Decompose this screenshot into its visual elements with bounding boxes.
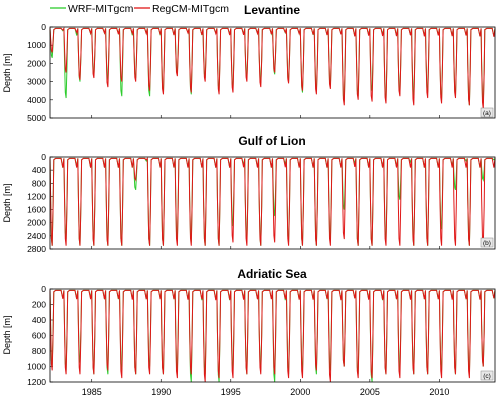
y-tick-label: 1000 bbox=[27, 362, 46, 372]
x-tick-label: 1995 bbox=[221, 387, 241, 397]
series-line-regcm bbox=[49, 26, 496, 109]
plot-frame bbox=[49, 156, 496, 250]
y-tick-label: 400 bbox=[32, 165, 46, 175]
y-tick-label: 0 bbox=[41, 22, 46, 32]
legend: WRF-MITgcm RegCM-MITgcm bbox=[50, 3, 229, 15]
plot-area bbox=[49, 156, 496, 250]
y-tick-label: 600 bbox=[32, 331, 46, 341]
series-line-regcm bbox=[49, 289, 496, 383]
y-tick-label: 2000 bbox=[27, 218, 46, 228]
y-tick-label: 800 bbox=[32, 346, 46, 356]
series-line-regcm bbox=[49, 156, 496, 246]
panel-label: (b) bbox=[483, 240, 491, 247]
y-tick-labels: 0 1000 2000 3000 4000 5000 bbox=[27, 22, 440, 123]
plot-frame bbox=[49, 288, 496, 383]
y-tick-label: 400 bbox=[32, 315, 46, 325]
y-axis-label: Depth [m] bbox=[2, 315, 12, 354]
plot-area bbox=[49, 288, 496, 383]
y-tick-label: 800 bbox=[32, 178, 46, 188]
x-tick-label: 1985 bbox=[82, 387, 102, 397]
y-axis-label: Depth [m] bbox=[2, 183, 12, 222]
legend-label-wrf: WRF-MITgcm bbox=[68, 3, 134, 15]
y-axis-label: Depth [m] bbox=[2, 53, 12, 92]
y-tick-label: 200 bbox=[32, 300, 46, 310]
y-tick-label: 2400 bbox=[27, 231, 46, 241]
panel-title: Gulf of Lion bbox=[238, 134, 305, 148]
panel-label-box bbox=[480, 107, 494, 118]
panel-gulf-of-lion: Gulf of Lion Depth [m] 0 400 800 1200 1600 20… bbox=[2, 134, 496, 254]
x-tick-label: 2005 bbox=[360, 387, 380, 397]
panel-label-box bbox=[480, 237, 494, 248]
panel-label-box bbox=[480, 370, 494, 381]
plot-frame bbox=[49, 26, 496, 119]
x-tick-label: 2000 bbox=[290, 387, 310, 397]
y-tick-label: 1200 bbox=[27, 191, 46, 201]
panel-label: (c) bbox=[483, 373, 491, 380]
panel-levantine: Levantine Depth [m] 0 1000 2000 3000 4000 500… bbox=[2, 3, 496, 123]
x-tick-label: 2010 bbox=[429, 387, 449, 397]
y-tick-label: 1600 bbox=[27, 205, 46, 215]
x-tick-label: 1990 bbox=[151, 387, 171, 397]
panel-title: Levantine bbox=[244, 3, 300, 17]
y-tick-label: 0 bbox=[41, 284, 46, 294]
y-tick-label: 1000 bbox=[27, 40, 46, 50]
y-tick-label: 0 bbox=[41, 152, 46, 162]
y-tick-label: 4000 bbox=[27, 95, 46, 105]
panel-label: (a) bbox=[483, 110, 491, 117]
legend-label-regcm: RegCM-MITgcm bbox=[152, 3, 229, 15]
plot-area bbox=[49, 26, 496, 119]
y-tick-label: 1200 bbox=[27, 377, 46, 387]
y-tick-label: 3000 bbox=[27, 77, 46, 87]
panel-title: Adriatic Sea bbox=[237, 267, 307, 281]
x-tick-labels: 1985 1990 1995 2000 2005 2010 bbox=[82, 387, 450, 397]
y-tick-label: 5000 bbox=[27, 113, 46, 123]
y-tick-label: 2000 bbox=[27, 58, 46, 68]
y-tick-label: 2800 bbox=[27, 244, 46, 254]
panel-adriatic-sea: Adriatic Sea Depth [m] 0 200 400 600 800 1000… bbox=[2, 267, 496, 387]
